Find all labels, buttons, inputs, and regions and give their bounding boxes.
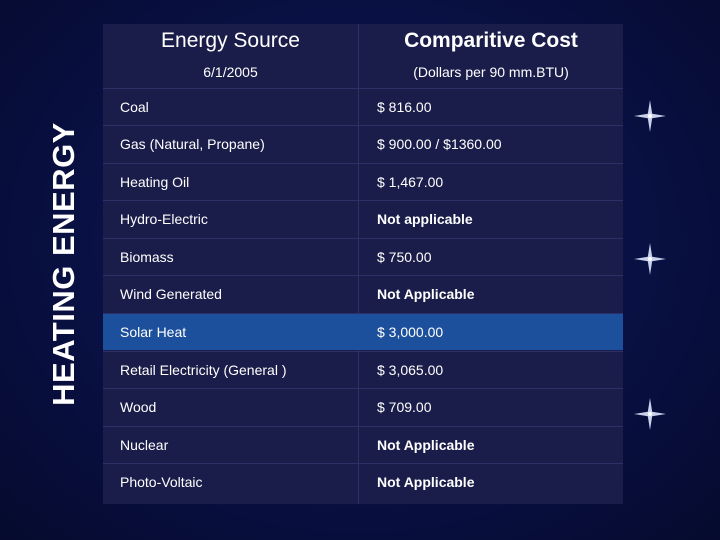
source-cell: Gas (Natural, Propane) (120, 136, 265, 152)
source-cell: Nuclear (120, 437, 169, 453)
header-energy-source-title: Energy Source (161, 29, 300, 52)
cost-cell: Not Applicable (377, 286, 475, 302)
sparkle-icon (634, 100, 666, 132)
cost-cell: $ 816.00 (377, 99, 432, 115)
header-units: (Dollars per 90 mm.BTU) (413, 64, 569, 80)
cost-cell: $ 750.00 (377, 249, 432, 265)
source-cell: Wind Generated (120, 286, 222, 302)
source-cell: Wood (120, 399, 157, 415)
header-comparative-cost-title: Comparitive Cost (404, 29, 578, 52)
cost-cell: $ 709.00 (377, 399, 432, 415)
source-cell: Retail Electricity (General ) (120, 362, 287, 378)
table-row: Coal $ 816.00 (103, 88, 623, 125)
side-title-text: HEATING ENERGY (46, 122, 82, 406)
table-row-highlighted: Solar Heat $ 3,000.00 (103, 313, 623, 350)
source-cell: Photo-Voltaic (120, 474, 203, 490)
table-row: Wood $ 709.00 (103, 388, 623, 425)
table-row: Photo-Voltaic Not Applicable (103, 463, 623, 500)
sparkle-icon (634, 398, 666, 430)
cost-cell: $ 1,467.00 (377, 174, 444, 190)
cost-cell: Not applicable (377, 211, 473, 227)
source-cell: Coal (120, 99, 149, 115)
table-row: Wind Generated Not Applicable (103, 275, 623, 312)
source-cell: Heating Oil (120, 174, 190, 190)
side-title: HEATING ENERGY (44, 82, 84, 446)
table-row: Gas (Natural, Propane) $ 900.00 / $1360.… (103, 125, 623, 162)
column-divider (358, 24, 359, 504)
energy-cost-table: Energy Source 6/1/2005 Comparitive Cost … (103, 24, 623, 504)
header-energy-source: Energy Source 6/1/2005 (103, 24, 358, 88)
table-row: Retail Electricity (General ) $ 3,065.00 (103, 351, 623, 388)
source-cell: Hydro-Electric (120, 211, 208, 227)
cost-cell: Not Applicable (377, 437, 475, 453)
source-cell: Biomass (120, 249, 174, 265)
cost-cell: $ 3,000.00 (377, 324, 444, 340)
table-header: Energy Source 6/1/2005 Comparitive Cost … (103, 24, 623, 88)
table-row: Biomass $ 750.00 (103, 238, 623, 275)
cost-cell: $ 900.00 / $1360.00 (377, 136, 502, 152)
source-cell: Solar Heat (120, 324, 187, 340)
table-row: Hydro-Electric Not applicable (103, 200, 623, 237)
table-row: Heating Oil $ 1,467.00 (103, 163, 623, 200)
sparkle-icon (634, 243, 666, 275)
header-comparative-cost: Comparitive Cost (Dollars per 90 mm.BTU) (359, 24, 623, 88)
cost-cell: Not Applicable (377, 474, 475, 490)
cost-cell: $ 3,065.00 (377, 362, 444, 378)
header-date: 6/1/2005 (203, 64, 258, 80)
table-row: Nuclear Not Applicable (103, 426, 623, 463)
